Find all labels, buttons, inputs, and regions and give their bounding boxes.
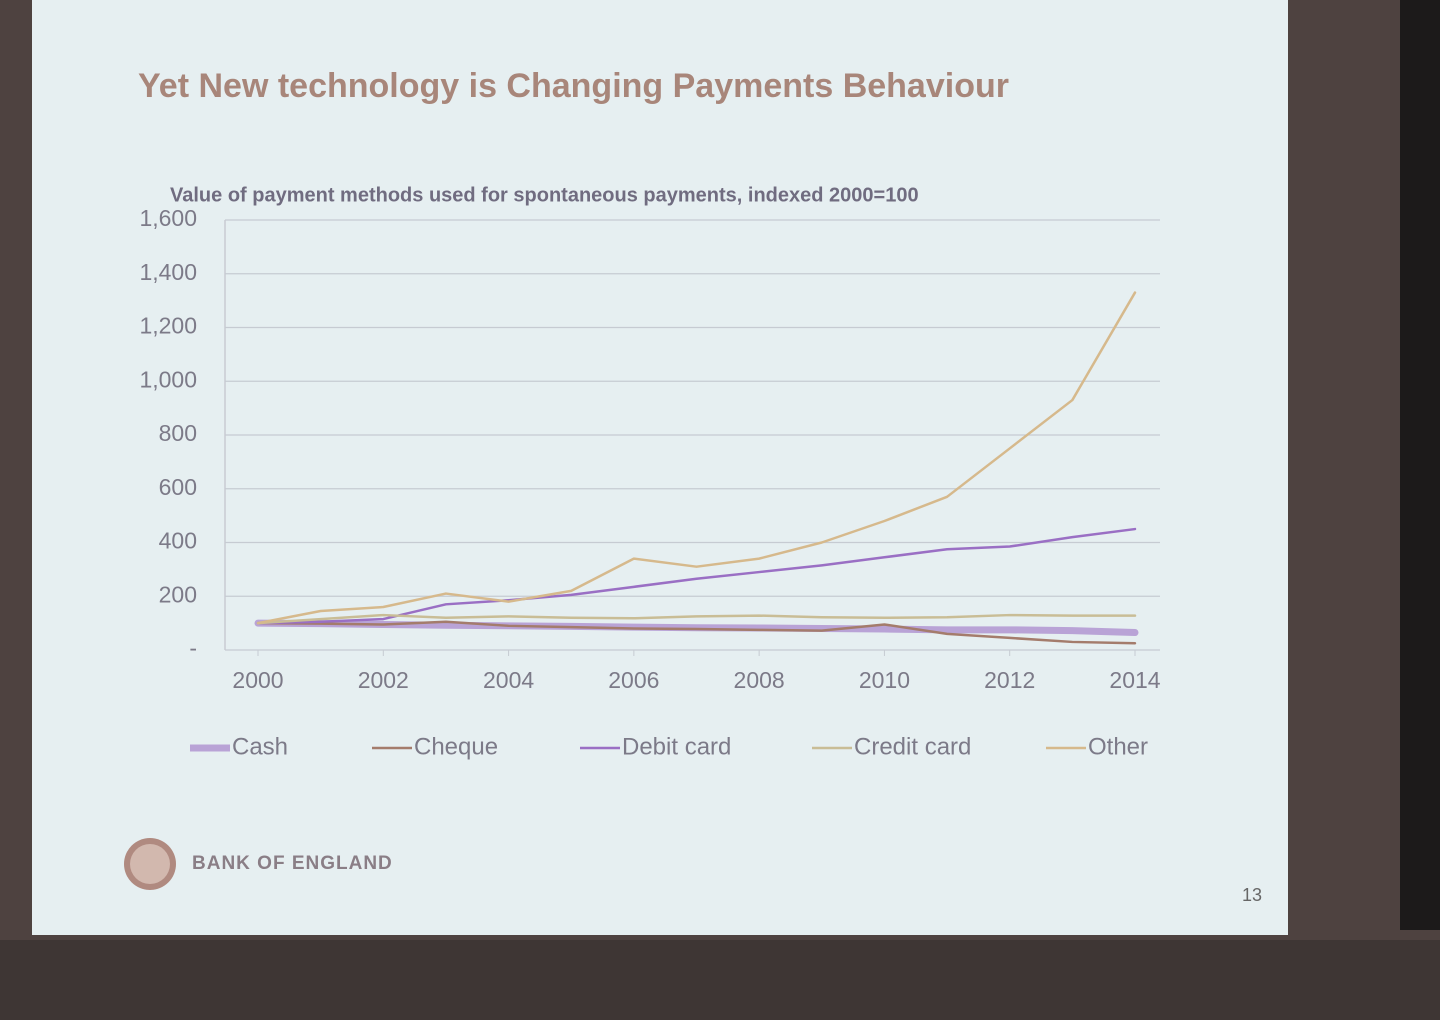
y-tick-label: 1,400 xyxy=(139,259,197,285)
series-line xyxy=(256,291,1137,625)
chart-title: Value of payment methods used for sponta… xyxy=(170,184,919,206)
room-floor xyxy=(0,940,1440,1020)
y-tick-label: - xyxy=(189,635,197,661)
logo-inner xyxy=(130,844,170,884)
x-tick-label: 2008 xyxy=(734,667,785,693)
y-tick-label: 1,600 xyxy=(139,205,197,231)
y-tick-label: 200 xyxy=(159,581,197,607)
series-line xyxy=(256,527,1137,625)
legend-label: Debit card xyxy=(622,733,731,760)
legend-label: Other xyxy=(1088,733,1148,760)
x-tick-label: 2000 xyxy=(232,667,283,693)
x-tick-label: 2006 xyxy=(608,667,659,693)
x-tick-label: 2010 xyxy=(859,667,910,693)
page-number: 13 xyxy=(1242,885,1262,905)
legend-label: Credit card xyxy=(854,733,971,760)
plot: - 200 400 600 800 1,000 1,200 1,400 1,600 2000 200… xyxy=(139,205,1160,760)
x-tick-label: 2012 xyxy=(984,667,1035,693)
legend-label: Cash xyxy=(232,733,288,760)
series-line xyxy=(256,620,1137,645)
x-tick-label: 2002 xyxy=(358,667,409,693)
y-tick-label: 800 xyxy=(159,420,197,446)
slide-title: Yet New technology is Changing Payments … xyxy=(138,67,1009,105)
legend-label: Cheque xyxy=(414,733,498,760)
y-tick-label: 1,200 xyxy=(139,313,197,339)
x-tick-label: 2014 xyxy=(1109,667,1160,693)
series-line xyxy=(256,613,1137,625)
slide xyxy=(32,0,1288,935)
y-tick-label: 600 xyxy=(159,474,197,500)
footer-text: BANK OF ENGLAND xyxy=(192,853,393,874)
x-tick-label: 2004 xyxy=(483,667,534,693)
y-tick-label: 1,000 xyxy=(139,366,197,392)
y-tick-label: 400 xyxy=(159,528,197,554)
frame-edge xyxy=(1400,0,1440,930)
